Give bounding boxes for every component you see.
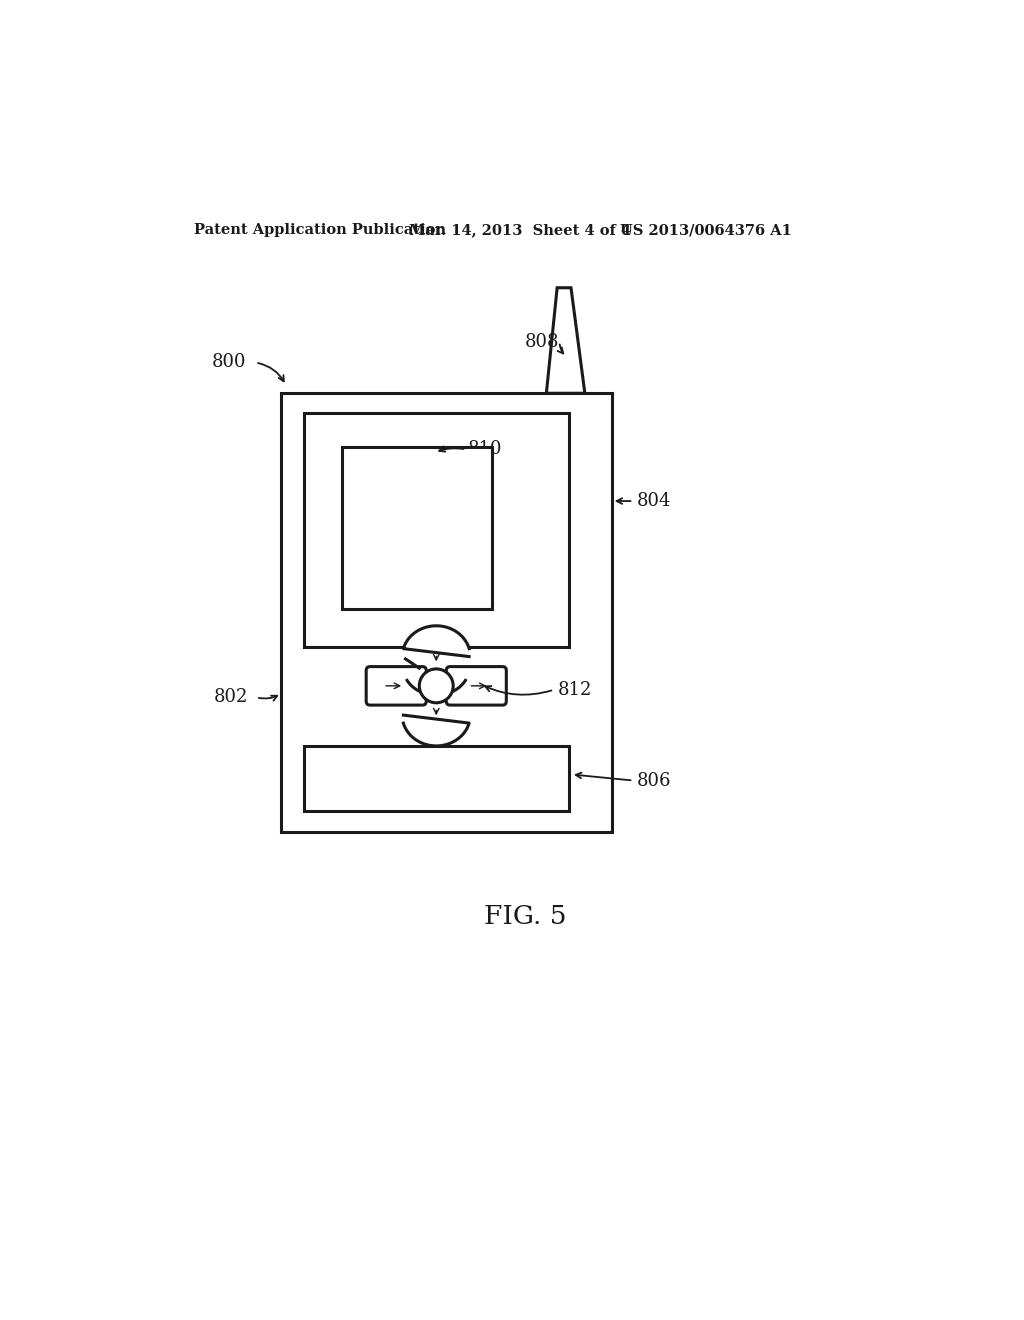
Bar — [342, 447, 493, 609]
Text: 804: 804 — [637, 492, 672, 510]
Text: US 2013/0064376 A1: US 2013/0064376 A1 — [620, 223, 792, 238]
Text: 812: 812 — [558, 681, 592, 698]
Polygon shape — [403, 715, 469, 746]
Bar — [304, 746, 569, 812]
FancyBboxPatch shape — [367, 667, 426, 705]
Text: 806: 806 — [637, 772, 672, 789]
Bar — [281, 393, 611, 832]
FancyBboxPatch shape — [446, 667, 506, 705]
Text: 810: 810 — [468, 441, 503, 458]
Text: 802: 802 — [214, 689, 249, 706]
Polygon shape — [403, 626, 469, 656]
Circle shape — [419, 669, 454, 702]
Text: FIG. 5: FIG. 5 — [483, 904, 566, 929]
Polygon shape — [547, 288, 585, 393]
Text: 808: 808 — [525, 333, 559, 351]
Text: Patent Application Publication: Patent Application Publication — [194, 223, 445, 238]
Text: 800: 800 — [212, 354, 246, 371]
Bar — [304, 412, 569, 647]
Text: Mar. 14, 2013  Sheet 4 of 4: Mar. 14, 2013 Sheet 4 of 4 — [410, 223, 632, 238]
